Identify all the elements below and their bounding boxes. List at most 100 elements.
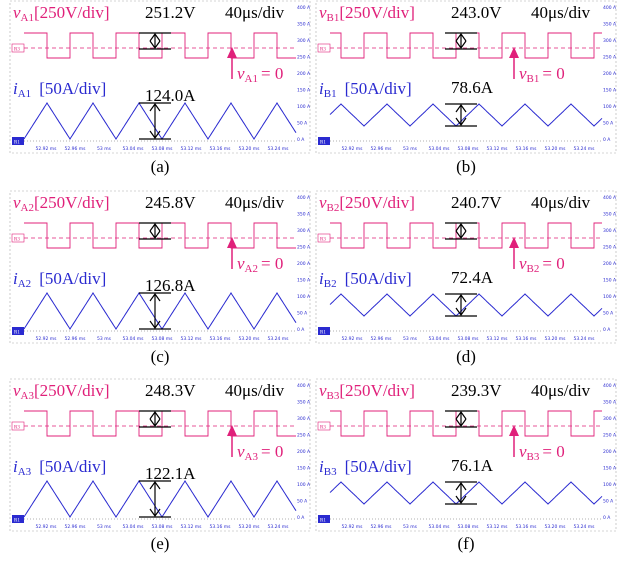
- voltage-scale: [250V/div]: [34, 193, 110, 212]
- subscript: A1: [18, 88, 31, 100]
- time-label: 53.08 ms: [151, 146, 173, 152]
- time-label: 53.24 ms: [573, 336, 595, 342]
- scale-label: 250 A: [297, 433, 311, 439]
- scale-label: 400 A: [603, 383, 617, 389]
- scale-label: 150 A: [297, 278, 311, 284]
- voltage-reading: 251.2V: [145, 3, 196, 22]
- scale-label: 300 A: [297, 416, 311, 422]
- caption: (d): [456, 347, 476, 366]
- time-label: 53.20 ms: [238, 336, 260, 342]
- scale-label: 300 A: [603, 228, 617, 234]
- time-label: 52.96 ms: [64, 336, 86, 342]
- zero-label: vA1= 0: [237, 64, 283, 85]
- voltage-scale: [250V/div]: [339, 381, 415, 400]
- time-label: 52.92 ms: [35, 524, 57, 530]
- time-label: 53.24 ms: [267, 146, 289, 152]
- scale-label: 300 A: [603, 38, 617, 44]
- zero-eq: = 0: [261, 64, 283, 83]
- scale-label: 300 A: [603, 416, 617, 422]
- scale-label: 100 A: [297, 294, 311, 300]
- scale-label: 200 A: [297, 261, 311, 267]
- time-label: 53 ms: [97, 146, 112, 152]
- scale-label: 50 A: [603, 121, 614, 127]
- zero-eq: = 0: [542, 254, 564, 273]
- scale-label: 400 A: [297, 383, 311, 389]
- channel-label: R3: [14, 426, 20, 431]
- scale-label: 400 A: [297, 195, 311, 201]
- time-label: 53.12 ms: [180, 146, 202, 152]
- caption: (f): [458, 534, 475, 553]
- time-label: 52.92 ms: [341, 336, 363, 342]
- current-reading: 76.1A: [451, 456, 494, 475]
- voltage-scale: [250V/div]: [339, 193, 415, 212]
- scale-label: 250 A: [603, 245, 617, 251]
- zero-eq: = 0: [261, 254, 283, 273]
- zero-eq: = 0: [542, 442, 564, 461]
- scale-label: 250 A: [297, 55, 311, 61]
- current-reading: 122.1A: [145, 464, 196, 483]
- zero-label: vA3= 0: [237, 442, 283, 463]
- time-label: 52.92 ms: [341, 524, 363, 530]
- scale-label: 200 A: [297, 449, 311, 455]
- scale-label: 150 A: [297, 466, 311, 472]
- subscript: B2: [527, 263, 540, 275]
- zero-label: vA2= 0: [237, 254, 283, 275]
- scale-label: 150 A: [603, 466, 617, 472]
- scale-label: 250 A: [297, 245, 311, 251]
- zero-eq: = 0: [542, 64, 564, 83]
- scale-label: 0 A: [603, 327, 611, 333]
- time-label: 53.24 ms: [573, 524, 595, 530]
- scope-panel: R3R1400 A350 A300 A250 A200 A150 A100 A5…: [316, 1, 617, 153]
- voltage-reading: 240.7V: [451, 193, 502, 212]
- scale-label: 400 A: [603, 195, 617, 201]
- subscript: A3: [245, 451, 259, 463]
- subscript: A3: [21, 390, 35, 402]
- voltage-reading: 248.3V: [145, 381, 196, 400]
- voltage-scale: [250V/div]: [34, 381, 110, 400]
- current-scale: [50A/div]: [39, 269, 106, 288]
- scale-label: 350 A: [297, 22, 311, 28]
- timebase: 40μs/div: [225, 193, 285, 212]
- time-label: 52.96 ms: [370, 146, 392, 152]
- time-label: 53.08 ms: [151, 524, 173, 530]
- voltage-scale: [250V/div]: [339, 3, 415, 22]
- caption: (e): [151, 534, 170, 553]
- time-label: 53.12 ms: [486, 336, 508, 342]
- voltage-reading: 243.0V: [451, 3, 502, 22]
- scale-label: 200 A: [603, 449, 617, 455]
- scale-label: 300 A: [297, 228, 311, 234]
- time-label: 53.24 ms: [573, 146, 595, 152]
- time-label: 53.16 ms: [209, 146, 231, 152]
- time-label: 52.96 ms: [64, 146, 86, 152]
- scale-label: 100 A: [297, 482, 311, 488]
- subscript: A3: [18, 466, 32, 478]
- current-scale: [50A/div]: [345, 269, 412, 288]
- scale-label: 150 A: [603, 88, 617, 94]
- time-label: 53.08 ms: [457, 336, 479, 342]
- time-label: 53.04 ms: [122, 524, 144, 530]
- figure: R3R1400 A350 A300 A250 A200 A150 A100 A5…: [0, 0, 624, 561]
- scale-label: 50 A: [297, 311, 308, 317]
- timebase: 40μs/div: [531, 3, 591, 22]
- current-reading: 124.0A: [145, 86, 196, 105]
- scale-label: 50 A: [297, 121, 308, 127]
- caption: (c): [151, 347, 170, 366]
- current-reading: 78.6A: [451, 78, 494, 97]
- scale-label: 350 A: [297, 400, 311, 406]
- scale-label: 250 A: [603, 433, 617, 439]
- scale-label: 150 A: [603, 278, 617, 284]
- time-label: 53.08 ms: [457, 524, 479, 530]
- voltage-reading: 239.3V: [451, 381, 502, 400]
- time-label: 53 ms: [403, 524, 418, 530]
- scale-label: 350 A: [603, 22, 617, 28]
- time-label: 53.16 ms: [209, 524, 231, 530]
- time-label: 53.20 ms: [238, 146, 260, 152]
- scale-label: 350 A: [603, 212, 617, 218]
- voltage-scale: [250V/div]: [34, 3, 110, 22]
- time-label: 53.04 ms: [428, 524, 450, 530]
- time-label: 53.20 ms: [544, 336, 566, 342]
- scale-label: 200 A: [603, 71, 617, 77]
- timebase: 40μs/div: [531, 381, 591, 400]
